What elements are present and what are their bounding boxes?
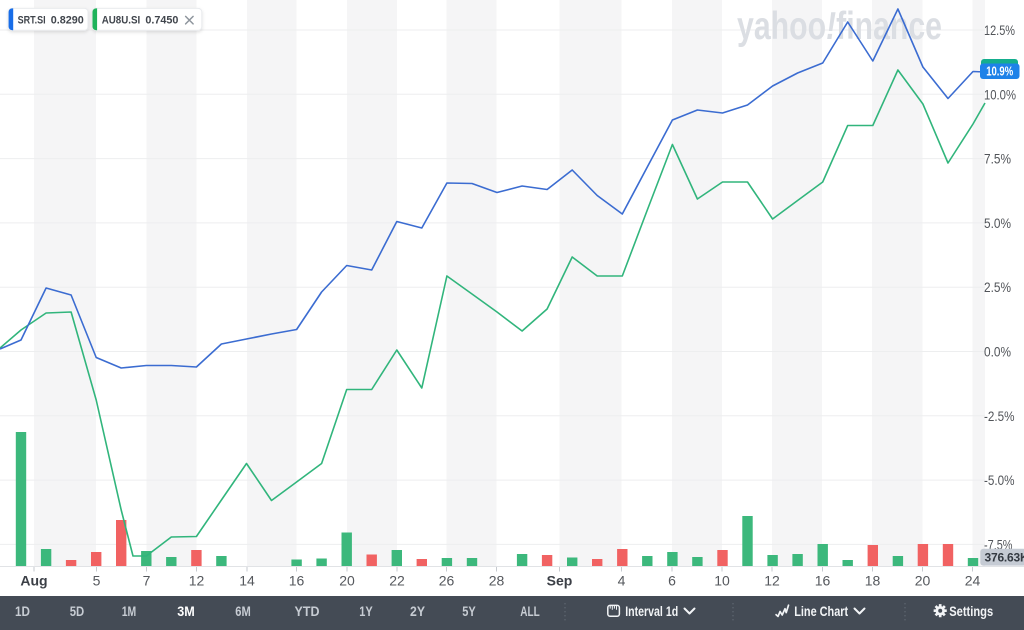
svg-text:Interval 1d: Interval 1d xyxy=(625,604,678,619)
svg-text:4: 4 xyxy=(618,573,626,589)
svg-text:376.63K: 376.63K xyxy=(985,550,1024,564)
svg-text:Sep: Sep xyxy=(547,573,573,589)
svg-text:Line Chart: Line Chart xyxy=(794,604,848,619)
svg-text:0.7450: 0.7450 xyxy=(145,14,178,26)
svg-text:20: 20 xyxy=(339,573,355,589)
svg-text:2.5%: 2.5% xyxy=(984,279,1011,295)
svg-text:7.5%: 7.5% xyxy=(984,151,1011,167)
svg-text:YTD: YTD xyxy=(295,604,320,619)
svg-text:SRT.SI: SRT.SI xyxy=(18,14,46,26)
svg-text:Settings: Settings xyxy=(949,604,993,619)
svg-text:16: 16 xyxy=(289,573,305,589)
svg-text:10.0%: 10.0% xyxy=(984,86,1016,102)
svg-text:10: 10 xyxy=(714,573,730,589)
svg-text:AU8U.SI: AU8U.SI xyxy=(102,14,141,26)
svg-text:1M: 1M xyxy=(122,604,137,619)
svg-text:0.8290: 0.8290 xyxy=(51,14,84,26)
svg-text:14: 14 xyxy=(239,573,255,589)
svg-text:1Y: 1Y xyxy=(359,604,373,619)
svg-text:5D: 5D xyxy=(70,604,85,619)
svg-text:-5.0%: -5.0% xyxy=(984,472,1015,488)
svg-text:ALL: ALL xyxy=(520,604,540,619)
svg-text:18: 18 xyxy=(865,573,881,589)
svg-text:-2.5%: -2.5% xyxy=(984,408,1015,424)
svg-text:3M: 3M xyxy=(177,604,195,619)
svg-text:-7.5%: -7.5% xyxy=(984,536,1013,552)
svg-text:20: 20 xyxy=(915,573,931,589)
svg-text:10.9%: 10.9% xyxy=(986,64,1013,78)
svg-text:16: 16 xyxy=(815,573,831,589)
svg-text:Aug: Aug xyxy=(20,573,47,589)
svg-text:6: 6 xyxy=(668,573,676,589)
svg-text:22: 22 xyxy=(389,573,405,589)
svg-text:6M: 6M xyxy=(235,604,251,619)
svg-text:5Y: 5Y xyxy=(462,604,476,619)
svg-text:28: 28 xyxy=(489,573,505,589)
svg-text:12: 12 xyxy=(189,573,205,589)
svg-text:0.0%: 0.0% xyxy=(984,344,1011,360)
svg-text:12: 12 xyxy=(764,573,780,589)
svg-text:5.0%: 5.0% xyxy=(984,215,1011,231)
svg-text:yahoo!finance: yahoo!finance xyxy=(737,5,942,48)
svg-text:26: 26 xyxy=(439,573,455,589)
svg-text:7: 7 xyxy=(143,573,151,589)
svg-text:1D: 1D xyxy=(15,604,30,619)
svg-text:5: 5 xyxy=(93,573,101,589)
svg-text:24: 24 xyxy=(965,573,981,589)
svg-text:2Y: 2Y xyxy=(410,604,425,619)
svg-text:12.5%: 12.5% xyxy=(984,22,1015,38)
